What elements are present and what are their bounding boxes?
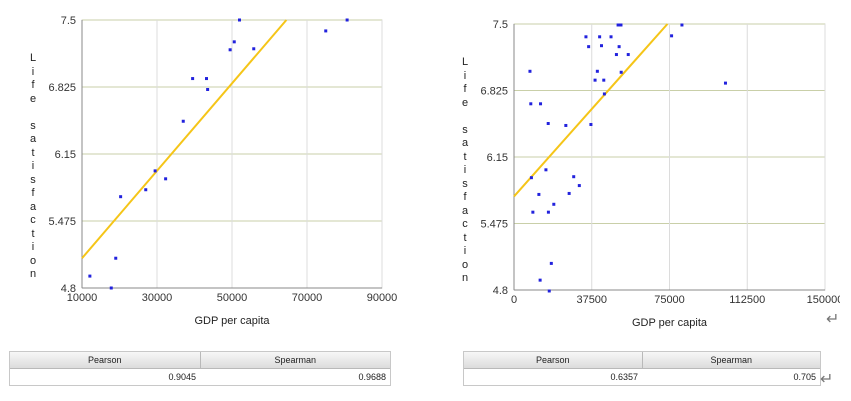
correlation-header-1: Pearson Spearman: [10, 352, 390, 369]
data-point: [587, 45, 591, 49]
x-tick-label: 30000: [142, 292, 173, 304]
data-point: [205, 77, 208, 81]
table-row: 0.9045 0.9688: [10, 369, 390, 385]
data-point: [546, 210, 550, 214]
correlation-table-1: Pearson Spearman 0.9045 0.9688: [9, 351, 391, 386]
data-point: [593, 78, 597, 82]
x-tick-label: 37500: [576, 294, 607, 306]
y-tick-label: 7.5: [61, 15, 76, 27]
data-point: [546, 122, 550, 126]
data-point: [109, 286, 113, 290]
data-point: [680, 23, 684, 27]
data-point: [345, 18, 349, 22]
pearson-header[interactable]: Pearson: [464, 352, 643, 368]
data-point: [228, 48, 232, 52]
x-axis-label: GDP per capita: [194, 315, 270, 327]
data-point: [567, 191, 571, 195]
y-axis-label-2: L i f e s a t i s f a c t i o n: [461, 56, 469, 284]
data-point: [324, 29, 328, 33]
data-point: [614, 53, 618, 57]
data-point: [595, 69, 599, 73]
spearman-value: 0.9688: [358, 372, 386, 382]
x-tick-label: 70000: [292, 292, 323, 304]
return-arrow-icon: ↵: [820, 371, 834, 388]
y-tick-label: 5.475: [48, 216, 76, 228]
data-point: [529, 176, 533, 180]
data-point: [619, 70, 623, 74]
data-point: [599, 44, 603, 48]
y-tick-label: 6.15: [487, 152, 508, 164]
x-tick-label: 50000: [217, 292, 248, 304]
x-tick-label: 90000: [367, 292, 398, 304]
data-point: [616, 23, 620, 27]
data-point: [572, 175, 576, 179]
data-point: [670, 34, 674, 38]
data-point: [577, 184, 581, 188]
regression-line: [81, 19, 288, 259]
y-tick-label: 5.475: [480, 219, 508, 231]
data-point: [626, 53, 630, 57]
y-tick-label: 6.825: [480, 86, 508, 98]
y-tick-label: 4.8: [61, 283, 76, 295]
data-point: [552, 202, 556, 206]
spearman-value: 0.705: [793, 372, 816, 382]
data-point: [617, 45, 621, 49]
data-point: [537, 192, 541, 196]
data-point: [144, 188, 148, 192]
data-point: [538, 278, 542, 282]
spearman-header[interactable]: Spearman: [710, 355, 753, 365]
data-point: [544, 168, 548, 172]
data-point: [723, 81, 727, 85]
data-point: [206, 87, 210, 91]
data-point: [88, 274, 92, 278]
data-point: [564, 123, 568, 127]
pearson-value: 0.9045: [168, 372, 196, 382]
regression-line: [513, 23, 669, 198]
data-point: [549, 261, 553, 265]
pearson-header[interactable]: Pearson: [10, 352, 201, 368]
x-tick-label: 75000: [654, 294, 685, 306]
data-point: [252, 47, 256, 51]
scatter-plot-1: 4.8 5.475 6.15 6.825 7.5 10000 30000 50000 70000…: [48, 15, 398, 327]
data-point: [531, 210, 535, 214]
data-point: [589, 122, 593, 126]
data-point: [619, 23, 623, 27]
data-point: [529, 102, 533, 106]
x-tick-label: 150000: [807, 294, 840, 306]
data-point: [153, 169, 157, 173]
data-point: [164, 177, 168, 181]
spearman-header[interactable]: Spearman: [274, 355, 317, 365]
y-tick-label: 7.5: [493, 19, 508, 31]
data-point: [602, 92, 606, 96]
x-tick-label: 112500: [729, 294, 765, 306]
x-tick-label: 10000: [67, 292, 98, 304]
pearson-value: 0.6357: [610, 372, 638, 382]
data-point: [598, 35, 602, 39]
x-axis-label: GDP per capita: [632, 317, 708, 329]
data-point: [539, 102, 543, 106]
data-point: [181, 119, 185, 123]
correlation-header-2: Pearson Spearman: [464, 352, 820, 369]
data-point: [609, 35, 613, 39]
data-point: [584, 35, 588, 39]
data-point: [602, 78, 606, 82]
return-arrow-icon: ↵: [826, 311, 840, 328]
y-axis-label-1: L i f e s a t i s f a c t i o n: [29, 52, 37, 280]
data-point: [238, 18, 241, 22]
y-tick-label: 6.825: [48, 82, 76, 94]
data-point: [547, 289, 551, 293]
scatter-plot-2: 4.8 5.475 6.15 6.825 7.5 0 37500 75000 112500 150…: [480, 19, 840, 329]
data-point: [119, 195, 123, 199]
data-point: [232, 40, 236, 44]
y-tick-label: 6.15: [55, 149, 76, 161]
data-point: [191, 77, 195, 81]
data-point: [528, 69, 532, 73]
table-row: 0.6357 0.705: [464, 369, 820, 385]
x-tick-label: 0: [511, 294, 517, 306]
data-point: [114, 256, 118, 260]
y-tick-label: 4.8: [493, 285, 508, 297]
correlation-table-2: Pearson Spearman 0.6357 0.705: [463, 351, 821, 386]
